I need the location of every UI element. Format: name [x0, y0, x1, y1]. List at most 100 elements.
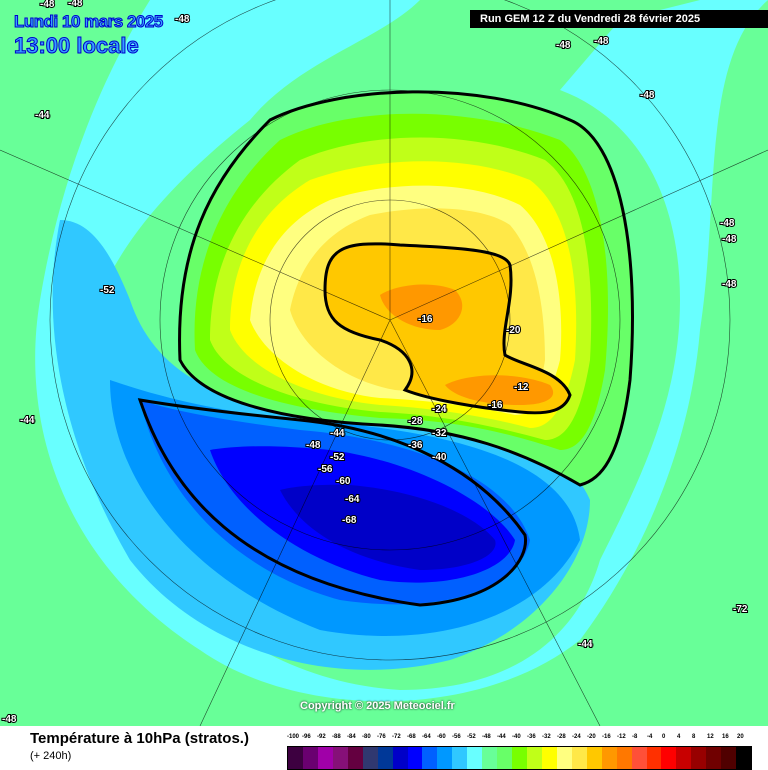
- scale-cell: [691, 747, 707, 769]
- scale-tick: 20: [737, 734, 744, 740]
- copyright: Copyright © 2025 Meteociel.fr: [300, 700, 455, 712]
- scale-cell: [616, 747, 632, 769]
- contour-label: -16: [488, 400, 503, 411]
- scale-cell: [527, 747, 542, 769]
- scale-cell: [706, 747, 722, 769]
- scale-cell: [631, 747, 647, 769]
- scale-tick: -72: [392, 734, 401, 740]
- scale-cell: [571, 747, 587, 769]
- scale-tick: -40: [512, 734, 521, 740]
- scale-cell: [437, 747, 453, 769]
- legend-title: Température à 10hPa (stratos.): [30, 730, 249, 747]
- scale-cell: [452, 747, 468, 769]
- contour-label: -48: [2, 714, 17, 725]
- contour-fill-minus16-b: [445, 375, 554, 405]
- contour-label: -48: [720, 218, 735, 229]
- scale-tick: -12: [617, 734, 626, 740]
- legend-panel: Température à 10hPa (stratos.) (+ 240h) …: [0, 726, 768, 770]
- scale-tick: 16: [722, 734, 729, 740]
- contour-label: -44: [35, 110, 50, 121]
- scale-cell: [736, 747, 752, 769]
- contour-fill-minus72: [280, 484, 496, 570]
- contour-label: -52: [100, 285, 115, 296]
- scale-cell: [661, 747, 677, 769]
- contour-label: -48: [594, 36, 609, 47]
- scale-tick: -8: [632, 734, 638, 740]
- scale-cell: [676, 747, 692, 769]
- scale-cell: [362, 747, 378, 769]
- scale-tick: -16: [602, 734, 611, 740]
- scale-tick: 4: [677, 734, 681, 740]
- scale-tick: 8: [692, 734, 696, 740]
- color-scale: -100 -96 -92 -88 -84 -80 -76 -72 -68 -64 -60 -56 -52…: [287, 734, 752, 770]
- contour-fill-minus48: [35, 0, 768, 702]
- scale-tick: -88: [332, 734, 341, 740]
- scale-tick: -76: [377, 734, 386, 740]
- scale-tick: 0: [662, 734, 666, 740]
- contour-label: -48: [175, 14, 190, 25]
- scale-cell: [392, 747, 408, 769]
- scale-tick: -44: [497, 734, 506, 740]
- contour-label: -16: [418, 314, 433, 325]
- contour-label: -48: [68, 0, 83, 9]
- contour-label: -68: [342, 515, 357, 526]
- scale-tick: -96: [302, 734, 311, 740]
- scale-tick: -80: [362, 734, 371, 740]
- contour-label: -40: [432, 452, 447, 463]
- contour-label: -48: [556, 40, 571, 51]
- scale-cell: [332, 747, 348, 769]
- scale-cell: [347, 747, 363, 769]
- scale-tick: -64: [422, 734, 431, 740]
- scale-cell: [407, 747, 423, 769]
- scale-cell: [512, 747, 527, 769]
- scale-tick: -24: [572, 734, 581, 740]
- scale-cell: [377, 747, 393, 769]
- scale-tick: -52: [467, 734, 476, 740]
- valid-time: 13:00 locale: [14, 33, 140, 58]
- graticule: [0, 0, 768, 726]
- scale-cell: [467, 747, 483, 769]
- forecast-hour: (+ 240h): [30, 750, 72, 762]
- scale-cell: [721, 747, 737, 769]
- contour-fill-minus16-a: [380, 284, 463, 330]
- scale-tick: -20: [587, 734, 596, 740]
- scale-tick: -4: [647, 734, 653, 740]
- contour-label: -32: [432, 428, 447, 439]
- scale-cell: [422, 747, 438, 769]
- contour-label: -52: [330, 452, 345, 463]
- scale-tick: -32: [542, 734, 551, 740]
- scale-tick: -36: [527, 734, 536, 740]
- scale-tick: -84: [347, 734, 356, 740]
- scale-cell: [317, 747, 333, 769]
- contour-label: -72: [733, 604, 748, 615]
- contour-label: -44: [330, 428, 345, 439]
- scale-tick: 12: [707, 734, 714, 740]
- scale-tick: -68: [407, 734, 416, 740]
- contour-label: -48: [722, 279, 737, 290]
- contour-label: -36: [408, 440, 423, 451]
- contour-label: -56: [318, 464, 333, 475]
- scale-cell: [541, 747, 557, 769]
- scale-tick: -48: [482, 734, 491, 740]
- scale-cell: [288, 747, 303, 769]
- scale-cell: [497, 747, 513, 769]
- contour-label: -64: [345, 494, 360, 505]
- warm-outline: [178, 90, 634, 487]
- scale-cell: [302, 747, 318, 769]
- valid-date: Lundi 10 mars 2025: [14, 12, 164, 32]
- contour-label: -24: [432, 404, 447, 415]
- contour-label: -44: [20, 415, 35, 426]
- contour-label: -60: [336, 476, 351, 487]
- contour-label: -20: [506, 325, 521, 336]
- scale-tick: -28: [557, 734, 566, 740]
- run-info: Run GEM 12 Z du Vendredi 28 février 2025: [470, 10, 768, 28]
- scale-cell: [646, 747, 662, 769]
- contour-label: -12: [514, 382, 529, 393]
- scale-tick: -92: [317, 734, 326, 740]
- scale-cell: [556, 747, 572, 769]
- contour-label: -44: [578, 639, 593, 650]
- contour-label: -48: [722, 234, 737, 245]
- contour-label: -28: [408, 416, 423, 427]
- cold-core-outline: [137, 398, 528, 607]
- scale-tick: -60: [437, 734, 446, 740]
